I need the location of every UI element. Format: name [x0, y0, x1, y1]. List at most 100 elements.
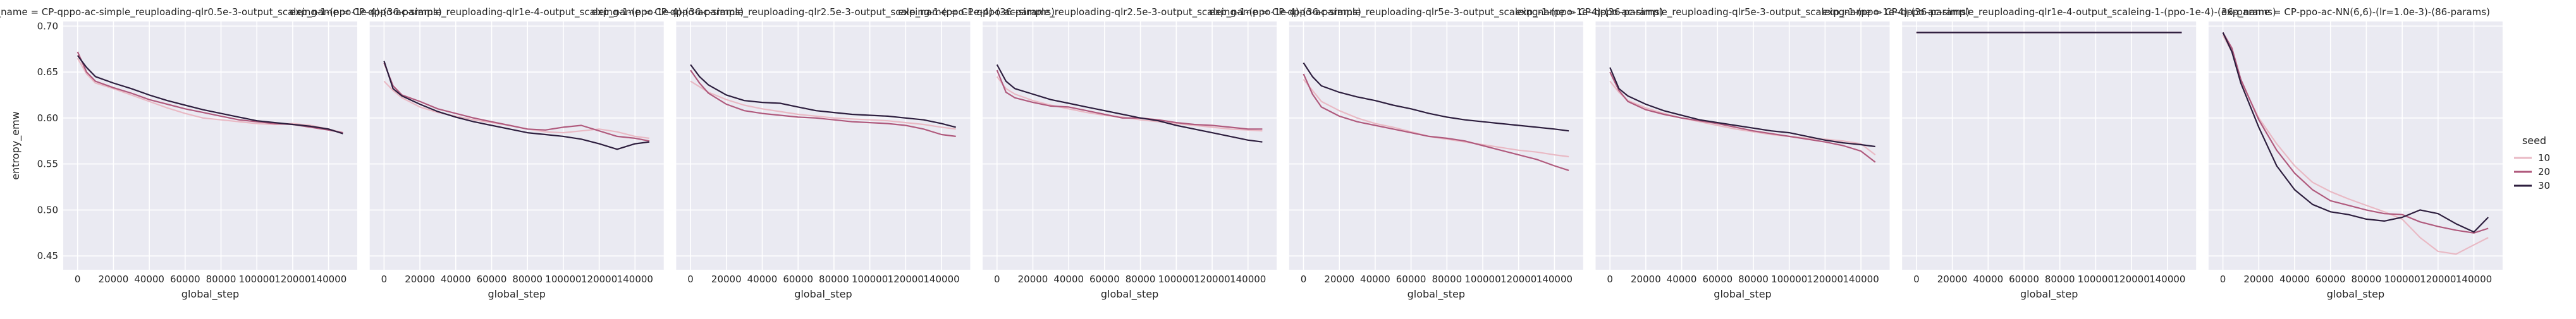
y-tick-label: 0.45 [37, 250, 58, 262]
x-tick-label: 60000 [1396, 274, 1426, 285]
series-line-seed-20 [383, 63, 650, 142]
x-axis-label: global_step [1101, 288, 1158, 301]
x-tick-label: 120000 [1807, 274, 1843, 285]
y-tick-label: 0.70 [37, 20, 58, 32]
x-tick-label: 80000 [206, 274, 236, 285]
x-tick-label: 40000 [1053, 274, 1084, 285]
x-tick-label: 0 [994, 274, 1000, 285]
y-tick-label: 0.55 [37, 159, 58, 170]
panel-title: exp_name = CP-qppo-ac-simple_reuploading… [592, 6, 1055, 18]
plot-area-1 [63, 21, 357, 270]
x-axis-label: global_step [488, 288, 545, 301]
x-tick-label: 0 [1301, 274, 1307, 285]
x-tick-label: 100000 [852, 274, 888, 285]
series-line-seed-30 [690, 64, 956, 128]
x-tick-label: 140000 [2149, 274, 2185, 285]
plot-area-4 [983, 21, 1277, 270]
x-tick-label: 60000 [2009, 274, 2039, 285]
plot-area-5 [1289, 21, 1583, 270]
legend-title: seed [2522, 135, 2546, 147]
x-tick-label: 20000 [1631, 274, 1661, 285]
x-tick-label: 0 [1607, 274, 1613, 285]
x-tick-label: 100000 [1158, 274, 1194, 285]
x-axis-label: global_step [794, 288, 852, 301]
series-line-seed-20 [1303, 73, 1569, 171]
series-line-seed-30 [1303, 62, 1569, 132]
x-axis-label: global_step [2020, 288, 2078, 301]
x-axis-label: global_step [1714, 288, 1771, 301]
x-tick-label: 100000 [1771, 274, 1807, 285]
series-line-seed-30 [2222, 32, 2489, 233]
x-tick-label: 140000 [1843, 274, 1879, 285]
x-tick-label: 60000 [1089, 274, 1120, 285]
panel-title: exp_name = CP-qppo-ac-simple_reuploading… [898, 6, 1361, 18]
x-tick-label: 140000 [1230, 274, 1266, 285]
x-tick-label: 140000 [923, 274, 959, 285]
x-tick-label: 100000 [1464, 274, 1500, 285]
x-tick-label: 60000 [1702, 274, 1733, 285]
x-tick-label: 100000 [2078, 274, 2114, 285]
x-tick-label: 120000 [274, 274, 310, 285]
plot-area-7 [1902, 21, 2197, 270]
x-tick-label: 60000 [2315, 274, 2346, 285]
x-tick-label: 0 [381, 274, 388, 285]
panel-title: exp_name = CP-qppo-ac-simple_reuploading… [1822, 6, 2276, 18]
x-axis-label: global_step [1408, 288, 1465, 301]
x-tick-label: 140000 [617, 274, 653, 285]
x-tick-label: 40000 [1973, 274, 2003, 285]
y-tick-label: 0.60 [37, 112, 58, 124]
plot-area-8 [2208, 21, 2503, 270]
series-line-seed-10 [690, 80, 956, 130]
panel-title: exp_name = CP-qppo-ac-simple_reuploading… [1209, 6, 1663, 18]
x-tick-label: 120000 [2113, 274, 2149, 285]
x-tick-label: 0 [75, 274, 81, 285]
x-axis-label: global_step [181, 288, 239, 301]
x-tick-label: 0 [2220, 274, 2226, 285]
x-tick-label: 100000 [239, 274, 275, 285]
series-line-seed-30 [383, 61, 650, 150]
x-tick-label: 40000 [134, 274, 164, 285]
x-tick-label: 140000 [1536, 274, 1573, 285]
legend-label-30: 30 [2538, 180, 2550, 191]
x-tick-label: 120000 [888, 274, 924, 285]
x-tick-label: 120000 [2420, 274, 2456, 285]
x-tick-label: 20000 [2243, 274, 2274, 285]
x-tick-label: 80000 [1125, 274, 1156, 285]
legend-label-20: 20 [2538, 166, 2550, 178]
x-tick-label: 20000 [1324, 274, 1354, 285]
x-tick-label: 20000 [405, 274, 435, 285]
series-line-seed-20 [690, 69, 956, 137]
panel-title: exp_name = CP-ppo-ac-NN(6,6)-(lr=1.0e-3)… [2221, 6, 2490, 18]
series-line-seed-30 [1609, 67, 1875, 148]
x-tick-label: 20000 [711, 274, 742, 285]
series-line-seed-10 [77, 57, 343, 134]
x-tick-label: 40000 [2279, 274, 2310, 285]
x-tick-label: 120000 [581, 274, 617, 285]
plot-area-3 [676, 21, 971, 270]
x-tick-label: 40000 [747, 274, 778, 285]
series-line-seed-10 [996, 76, 1263, 132]
x-tick-label: 140000 [310, 274, 347, 285]
x-tick-label: 80000 [2352, 274, 2382, 285]
x-tick-label: 20000 [99, 274, 129, 285]
x-tick-label: 120000 [1500, 274, 1536, 285]
x-tick-label: 20000 [1937, 274, 1968, 285]
x-tick-label: 60000 [170, 274, 200, 285]
x-tick-label: 80000 [1432, 274, 1462, 285]
x-axis-label: global_step [2327, 288, 2384, 301]
x-tick-label: 40000 [441, 274, 471, 285]
y-tick-label: 0.50 [37, 204, 58, 215]
x-tick-label: 140000 [2456, 274, 2492, 285]
x-tick-label: 20000 [1018, 274, 1048, 285]
x-tick-label: 100000 [545, 274, 581, 285]
x-tick-label: 80000 [1738, 274, 1769, 285]
y-tick-label: 0.65 [37, 66, 58, 78]
x-tick-label: 0 [1913, 274, 1920, 285]
panel-title: exp_name = CP-qppo-ac-simple_reuploading… [290, 6, 744, 18]
x-tick-label: 40000 [1360, 274, 1390, 285]
plot-area-2 [369, 21, 664, 270]
panel-title: exp_name = CP-qppo-ac-simple_reuploading… [1516, 6, 1970, 18]
x-tick-label: 0 [687, 274, 694, 285]
